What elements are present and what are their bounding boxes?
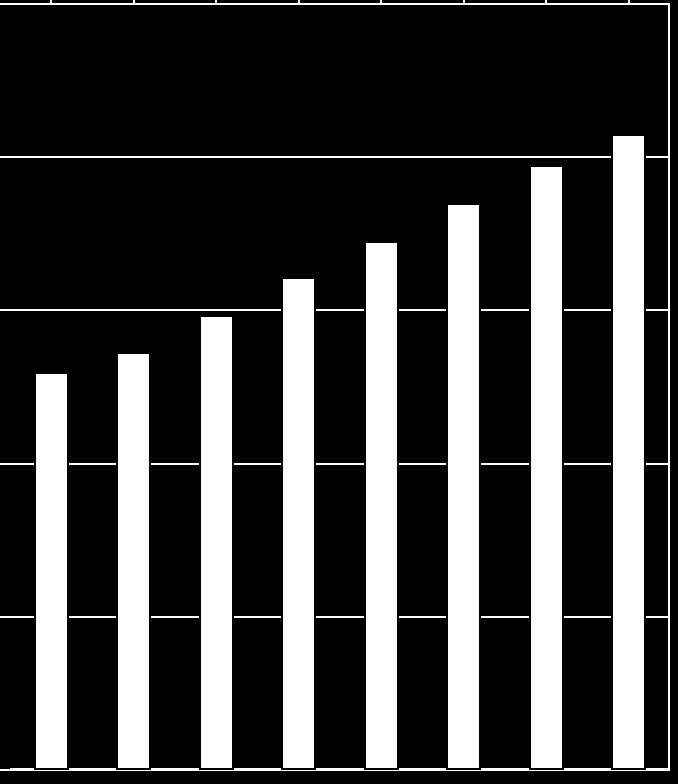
x-tick-top — [545, 0, 547, 4]
bar — [529, 165, 564, 770]
bar — [611, 134, 646, 770]
x-tick-top — [628, 0, 630, 4]
x-tick-top — [133, 0, 135, 4]
y-tick — [0, 3, 10, 5]
y-tick — [0, 616, 10, 618]
bar — [199, 315, 234, 770]
bar — [364, 241, 399, 770]
y-tick — [0, 463, 10, 465]
gridline — [10, 3, 670, 5]
bar — [281, 277, 316, 770]
x-tick-top — [463, 0, 465, 4]
x-tick-top — [50, 0, 52, 4]
y-tick — [0, 309, 10, 311]
gridline — [10, 463, 670, 465]
gridline — [10, 769, 670, 771]
gridline — [10, 309, 670, 311]
bar — [34, 372, 69, 770]
bar — [446, 203, 481, 770]
x-tick-top — [298, 0, 300, 4]
x-tick-top — [215, 0, 217, 4]
y-tick — [0, 156, 10, 158]
gridline — [10, 616, 670, 618]
y-axis-right — [668, 4, 670, 770]
plot-area — [10, 4, 670, 770]
bar-chart — [0, 0, 678, 784]
bar — [116, 352, 151, 770]
y-tick — [0, 769, 10, 771]
gridline — [10, 156, 670, 158]
x-tick-top — [380, 0, 382, 4]
